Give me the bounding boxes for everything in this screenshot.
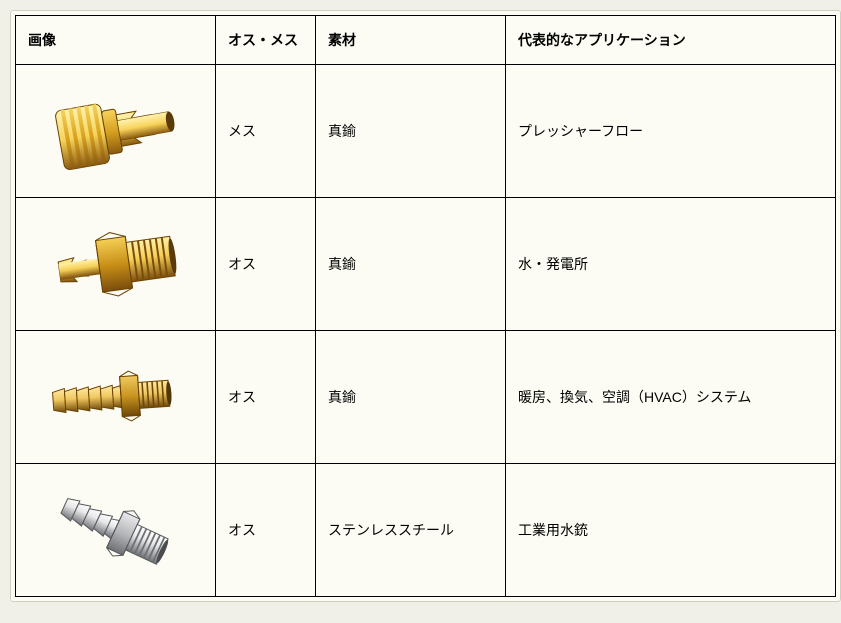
cell-material: ステンレススチール [316, 464, 506, 597]
table-row: オス 真鍮 水・発電所 [16, 198, 836, 331]
header-gender: オス・メス [216, 16, 316, 65]
header-material: 素材 [316, 16, 506, 65]
header-image: 画像 [16, 16, 216, 65]
table-row: オス ステンレススチール 工業用水銃 [16, 464, 836, 597]
fitting-image-cell [16, 331, 216, 464]
header-application: 代表的なアプリケーション [506, 16, 836, 65]
fitting-image-cell [16, 198, 216, 331]
table-card: 画像 オス・メス 素材 代表的なアプリケーション [10, 10, 841, 602]
cell-application: 工業用水銃 [506, 464, 836, 597]
cell-gender: オス [216, 331, 316, 464]
brass-male-barb-icon [41, 352, 191, 442]
fitting-image-cell [16, 65, 216, 198]
fittings-table: 画像 オス・メス 素材 代表的なアプリケーション [15, 15, 836, 597]
cell-gender: オス [216, 464, 316, 597]
table-row: メス 真鍮 プレッシャーフロー [16, 65, 836, 198]
steel-male-barb-icon [41, 480, 191, 580]
brass-female-swivel-icon [41, 81, 191, 181]
table-header-row: 画像 オス・メス 素材 代表的なアプリケーション [16, 16, 836, 65]
cell-material: 真鍮 [316, 198, 506, 331]
cell-gender: メス [216, 65, 316, 198]
cell-gender: オス [216, 198, 316, 331]
cell-material: 真鍮 [316, 331, 506, 464]
cell-application: プレッシャーフロー [506, 65, 836, 198]
cell-material: 真鍮 [316, 65, 506, 198]
table-row: オス 真鍮 暖房、換気、空調（HVAC）システム [16, 331, 836, 464]
cell-application: 暖房、換気、空調（HVAC）システム [506, 331, 836, 464]
cell-application: 水・発電所 [506, 198, 836, 331]
brass-male-hex-icon [41, 214, 191, 314]
fitting-image-cell [16, 464, 216, 597]
